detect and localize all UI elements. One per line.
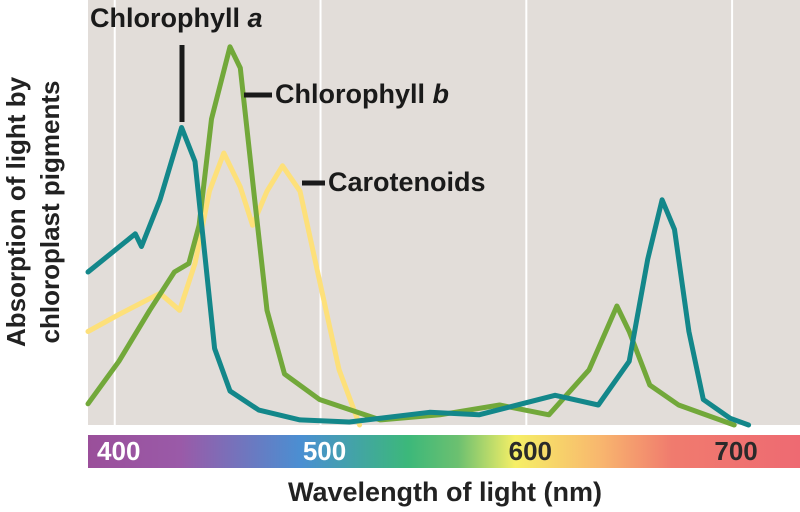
series-line — [85, 44, 737, 428]
x-tick-label: 400 — [97, 436, 140, 466]
x-tick-label: 600 — [509, 436, 552, 466]
x-tick-label: 700 — [714, 436, 757, 466]
x-tick-label: 500 — [303, 436, 346, 466]
series-label: Carotenoids — [328, 167, 486, 197]
series-line — [85, 150, 363, 428]
series-label: Chlorophyll b — [275, 79, 449, 109]
x-axis-label: Wavelength of light (nm) — [288, 477, 602, 507]
spectrum-bar — [88, 435, 800, 468]
series-line — [85, 125, 752, 428]
y-axis-label-line: Absorption of light by — [1, 76, 31, 347]
y-axis-label: Absorption of light by chloroplast pigmen… — [1, 76, 65, 347]
series-label: Chlorophyll a — [90, 3, 263, 33]
y-axis-label-line: chloroplast pigments — [35, 81, 65, 344]
